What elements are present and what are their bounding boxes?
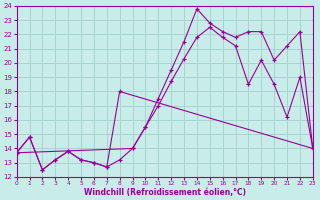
X-axis label: Windchill (Refroidissement éolien,°C): Windchill (Refroidissement éolien,°C) — [84, 188, 246, 197]
